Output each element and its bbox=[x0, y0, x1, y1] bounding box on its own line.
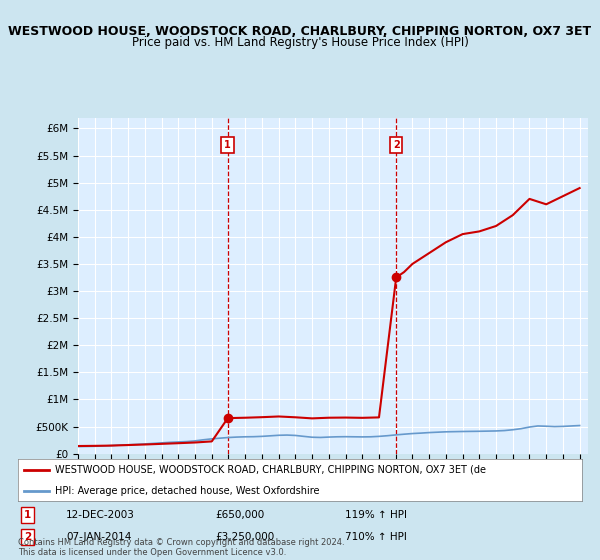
Text: WESTWOOD HOUSE, WOODSTOCK ROAD, CHARLBURY, CHIPPING NORTON, OX7 3ET: WESTWOOD HOUSE, WOODSTOCK ROAD, CHARLBUR… bbox=[8, 25, 592, 38]
Text: 1: 1 bbox=[224, 139, 231, 150]
Text: £650,000: £650,000 bbox=[215, 510, 265, 520]
Text: WESTWOOD HOUSE, WOODSTOCK ROAD, CHARLBURY, CHIPPING NORTON, OX7 3ET (de: WESTWOOD HOUSE, WOODSTOCK ROAD, CHARLBUR… bbox=[55, 465, 485, 475]
Text: £3,250,000: £3,250,000 bbox=[215, 532, 275, 542]
Text: HPI: Average price, detached house, West Oxfordshire: HPI: Average price, detached house, West… bbox=[55, 486, 319, 496]
Text: Price paid vs. HM Land Registry's House Price Index (HPI): Price paid vs. HM Land Registry's House … bbox=[131, 36, 469, 49]
Text: 12-DEC-2003: 12-DEC-2003 bbox=[66, 510, 135, 520]
Text: 710% ↑ HPI: 710% ↑ HPI bbox=[345, 532, 407, 542]
Text: 07-JAN-2014: 07-JAN-2014 bbox=[66, 532, 131, 542]
Text: 119% ↑ HPI: 119% ↑ HPI bbox=[345, 510, 407, 520]
Text: 2: 2 bbox=[393, 139, 400, 150]
Text: 2: 2 bbox=[23, 532, 31, 542]
Text: Contains HM Land Registry data © Crown copyright and database right 2024.
This d: Contains HM Land Registry data © Crown c… bbox=[18, 538, 344, 557]
Text: 1: 1 bbox=[23, 510, 31, 520]
